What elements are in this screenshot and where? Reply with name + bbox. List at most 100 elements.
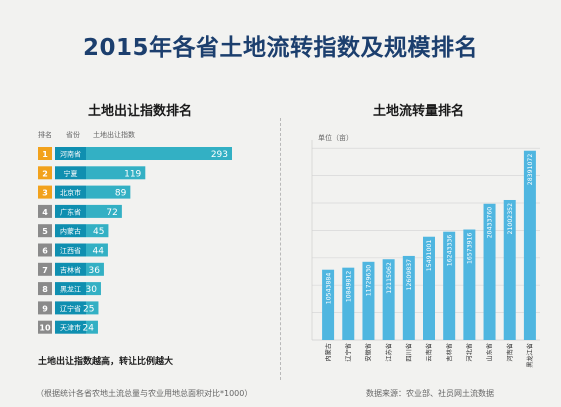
rank-row: 7 吉林省 36 [38, 262, 104, 276]
index-bar [86, 320, 98, 334]
rank-row: 8 黑龙江 30 [38, 282, 101, 296]
province-box [55, 147, 86, 160]
index-bar [86, 147, 232, 160]
right-panel-title: 土地流转量排名 [373, 104, 465, 119]
province-label: 北京市 [60, 188, 81, 197]
province-box [55, 320, 86, 334]
index-value-label: 293 [211, 150, 228, 160]
bottom-note: （根据统计各省农地土流总量与农业用地总面积对比*1000） [36, 389, 253, 398]
volume-category-label: 吉林省 [445, 343, 453, 362]
volume-bar-group: 12609837 四川省 [402, 255, 415, 362]
province-label: 辽宁省 [60, 304, 81, 313]
panel-divider [280, 118, 281, 380]
rank-row: 6 江西省 44 [38, 243, 108, 257]
rank-label: 9 [42, 304, 48, 313]
rank-box [38, 243, 52, 257]
rank-row: 5 内蒙古 45 [38, 224, 109, 238]
index-value-label: 119 [124, 169, 141, 179]
rank-row: 4 广东省 72 [38, 204, 122, 218]
volume-bar [362, 261, 375, 340]
volume-category-label: 内蒙古 [324, 343, 332, 362]
rank-box [38, 224, 52, 238]
rank-box [38, 185, 52, 199]
volume-value-label: 12609837 [406, 259, 413, 291]
index-value-label: 24 [83, 324, 95, 334]
rank-label: 10 [39, 324, 51, 333]
rank-label: 4 [42, 208, 48, 217]
rank-label: 8 [42, 285, 48, 294]
volume-category-label: 河南省 [506, 343, 514, 362]
rank-label: 1 [42, 150, 48, 159]
volume-bar-group: 16573916 河北省 [463, 229, 476, 362]
rank-box [38, 262, 52, 276]
rank-box [38, 320, 52, 334]
volume-category-label: 山东省 [486, 343, 494, 362]
index-value-label: 30 [85, 285, 97, 295]
volume-bar-group: 12115062 江苏省 [382, 259, 395, 362]
volume-category-label: 云南省 [425, 343, 433, 362]
index-value-label: 36 [88, 266, 100, 276]
rank-box [38, 301, 52, 315]
page-title: 2015年各省土地流转指数及规模排名 [82, 35, 478, 61]
index-value-label: 44 [92, 247, 104, 257]
province-box [55, 282, 86, 296]
rank-label: 6 [42, 247, 48, 256]
rank-box [38, 166, 52, 180]
province-label: 河南省 [60, 150, 81, 159]
unit-label: 单位（亩） [318, 134, 353, 142]
volume-category-label: 河北省 [466, 343, 474, 362]
province-box [55, 301, 86, 315]
rank-row: 9 辽宁省 25 [38, 301, 99, 315]
volume-bar [423, 236, 435, 340]
rank-label: 3 [42, 189, 48, 198]
volume-bar-group: 28391072 黑龙江省 [523, 150, 536, 368]
source-note: 数据来源：农业部、社员网土流数据 [366, 389, 494, 398]
province-label: 广东省 [60, 207, 81, 216]
province-label: 宁夏 [64, 169, 78, 178]
province-box [55, 224, 86, 238]
province-box [55, 262, 86, 276]
rank-row: 10 天津市 24 [38, 320, 98, 334]
province-label: 黑龙江 [60, 285, 81, 294]
volume-bar-group: 10543884 内蒙古 [322, 269, 335, 362]
index-value-label: 45 [93, 227, 104, 237]
index-bar [86, 166, 146, 180]
volume-value-label: 16573916 [467, 232, 474, 264]
volume-bar-group: 10849812 辽宁省 [342, 267, 355, 362]
province-header: 省份 [66, 131, 80, 139]
volume-category-label: 辽宁省 [344, 343, 352, 362]
index-bar [86, 224, 109, 238]
left-footnote: 土地出让指数越高，转让比例越大 [38, 357, 174, 367]
volume-bar-group: 15491001 云南省 [423, 236, 435, 362]
index-value-label: 72 [106, 208, 117, 218]
volume-bar [382, 259, 395, 340]
volume-category-label: 黑龙江省 [526, 343, 534, 368]
rank-label: 5 [42, 227, 48, 236]
volume-bar [322, 269, 335, 340]
volume-value-label: 10543884 [325, 273, 332, 305]
province-label: 天津市 [60, 323, 81, 332]
volume-category-label: 江苏省 [385, 343, 393, 362]
volume-bar [342, 267, 355, 340]
volume-bar-group: 16243336 吉林省 [443, 231, 456, 362]
province-box [55, 204, 86, 218]
province-label: 内蒙古 [60, 227, 81, 236]
volume-value-label: 15491001 [426, 240, 433, 272]
province-box [55, 166, 86, 180]
rank-row: 1 河南省 293 [38, 147, 232, 160]
rank-box [38, 282, 52, 296]
index-value-label: 25 [83, 304, 94, 314]
rank-label: 2 [42, 169, 48, 178]
volume-category-label: 四川省 [405, 343, 413, 362]
index-bar [86, 243, 108, 257]
province-label: 江西省 [60, 246, 81, 255]
rank-label: 7 [42, 266, 48, 275]
volume-value-label: 11729630 [366, 265, 373, 297]
index-value-label: 89 [115, 189, 127, 199]
province-label: 吉林省 [60, 265, 81, 274]
index-header: 土地出让指数 [93, 131, 135, 139]
rank-row: 2 宁夏 119 [38, 166, 146, 180]
volume-bar-group: 11729630 安徽省 [362, 261, 375, 362]
volume-bar [483, 203, 496, 340]
